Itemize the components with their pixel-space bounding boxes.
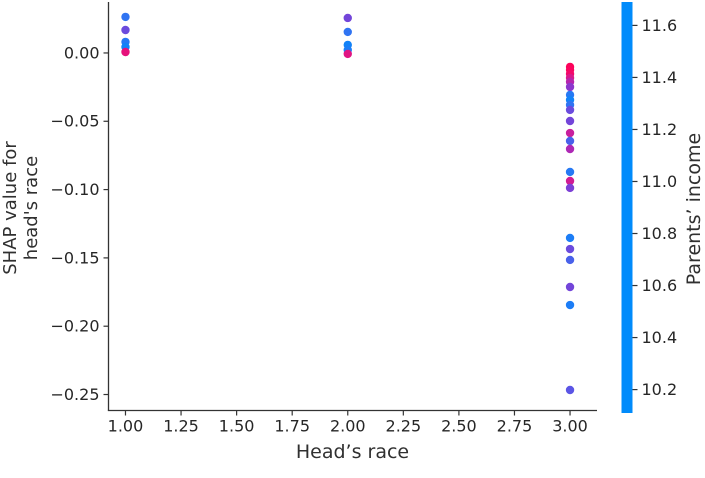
data-point	[565, 244, 575, 254]
x-tick-label: 1.50	[219, 417, 255, 436]
data-point	[121, 25, 130, 35]
y-tick-label: −0.10	[50, 180, 99, 199]
y-tick-label: −0.15	[50, 248, 99, 267]
colorbar-title: Parents’ income	[683, 132, 705, 286]
data-point	[565, 116, 575, 126]
data-point	[565, 82, 575, 92]
colorbar-tick-label: 10.2	[642, 380, 678, 399]
scatter-points	[121, 12, 575, 395]
data-point	[121, 47, 130, 57]
x-tick-label: 2.25	[386, 417, 422, 436]
data-point	[343, 49, 352, 59]
x-tick-label: 1.25	[163, 417, 199, 436]
y-tick-label: −0.05	[50, 112, 99, 131]
data-point	[565, 144, 575, 154]
data-point	[565, 105, 575, 115]
data-point	[565, 176, 575, 186]
x-tick-label: 2.50	[441, 417, 477, 436]
colorbar-tick-label: 10.8	[642, 224, 678, 243]
colorbar-gradient	[621, 2, 633, 413]
data-point	[565, 183, 575, 193]
y-tick-label: −0.20	[50, 317, 99, 336]
x-tick-label: 2.00	[330, 417, 366, 436]
colorbar-tick-label: 11.4	[642, 68, 678, 87]
colorbar-tick-label: 10.4	[642, 328, 678, 347]
data-point	[121, 12, 130, 22]
data-point	[565, 300, 575, 310]
data-point	[565, 136, 575, 146]
data-point	[565, 385, 575, 395]
data-point	[565, 167, 575, 177]
x-tick-label: 2.75	[497, 417, 533, 436]
x-axis-ticks: 1.00 1.25 1.50 1.75 2.00 2.25 2.50 2.75 3.00	[108, 410, 588, 436]
data-point	[565, 128, 575, 138]
x-axis-title: Head’s race	[295, 441, 410, 463]
colorbar: 10.2 10.4 10.6 10.8 11.0 11.2 11.4 11.6	[621, 2, 678, 413]
y-axis-title: SHAP value for head's race	[0, 88, 44, 328]
colorbar-tick-label: 11.0	[642, 172, 678, 191]
y-axis-title-line1: SHAP value for	[0, 141, 21, 275]
colorbar-tick-label: 11.2	[642, 120, 678, 139]
x-tick-label: 3.00	[552, 417, 588, 436]
data-point	[565, 282, 575, 292]
colorbar-tick-label: 11.6	[642, 16, 678, 35]
axes	[107, 2, 597, 412]
colorbar-tick-label: 10.6	[642, 276, 678, 295]
data-point	[565, 255, 575, 265]
y-axis-title-line2: head's race	[21, 155, 42, 261]
x-tick-label: 1.00	[108, 417, 144, 436]
x-tick-label: 1.75	[274, 417, 310, 436]
data-point	[565, 233, 575, 243]
y-axis-ticks: 0.00 −0.05 −0.10 −0.15 −0.20 −0.25	[50, 43, 109, 404]
data-point	[343, 27, 352, 37]
y-tick-label: −0.25	[50, 385, 99, 404]
data-point	[343, 13, 352, 23]
y-tick-label: 0.00	[64, 43, 100, 62]
